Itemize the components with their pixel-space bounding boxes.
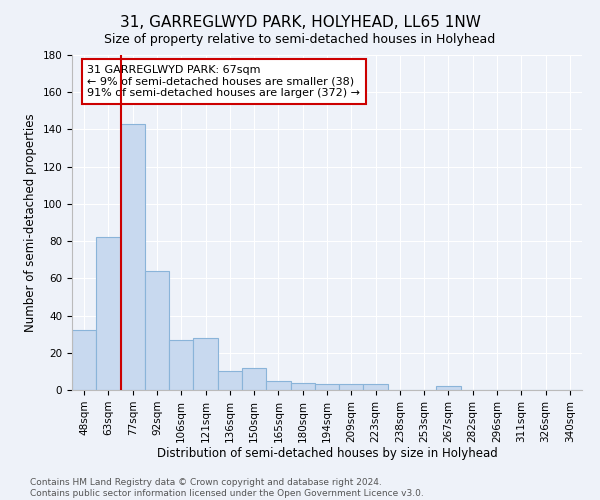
- Bar: [315, 384, 339, 390]
- Bar: [193, 338, 218, 390]
- Bar: [169, 340, 193, 390]
- Y-axis label: Number of semi-detached properties: Number of semi-detached properties: [24, 113, 37, 332]
- Text: 31, GARREGLWYD PARK, HOLYHEAD, LL65 1NW: 31, GARREGLWYD PARK, HOLYHEAD, LL65 1NW: [119, 15, 481, 30]
- Bar: [339, 384, 364, 390]
- Bar: [72, 330, 96, 390]
- Bar: [364, 384, 388, 390]
- Bar: [242, 368, 266, 390]
- Bar: [290, 382, 315, 390]
- Bar: [266, 380, 290, 390]
- Text: Size of property relative to semi-detached houses in Holyhead: Size of property relative to semi-detach…: [104, 32, 496, 46]
- Bar: [121, 124, 145, 390]
- Bar: [96, 238, 121, 390]
- Bar: [436, 386, 461, 390]
- Text: Contains HM Land Registry data © Crown copyright and database right 2024.
Contai: Contains HM Land Registry data © Crown c…: [30, 478, 424, 498]
- Text: 31 GARREGLWYD PARK: 67sqm
← 9% of semi-detached houses are smaller (38)
91% of s: 31 GARREGLWYD PARK: 67sqm ← 9% of semi-d…: [88, 65, 360, 98]
- Bar: [145, 271, 169, 390]
- X-axis label: Distribution of semi-detached houses by size in Holyhead: Distribution of semi-detached houses by …: [157, 448, 497, 460]
- Bar: [218, 372, 242, 390]
